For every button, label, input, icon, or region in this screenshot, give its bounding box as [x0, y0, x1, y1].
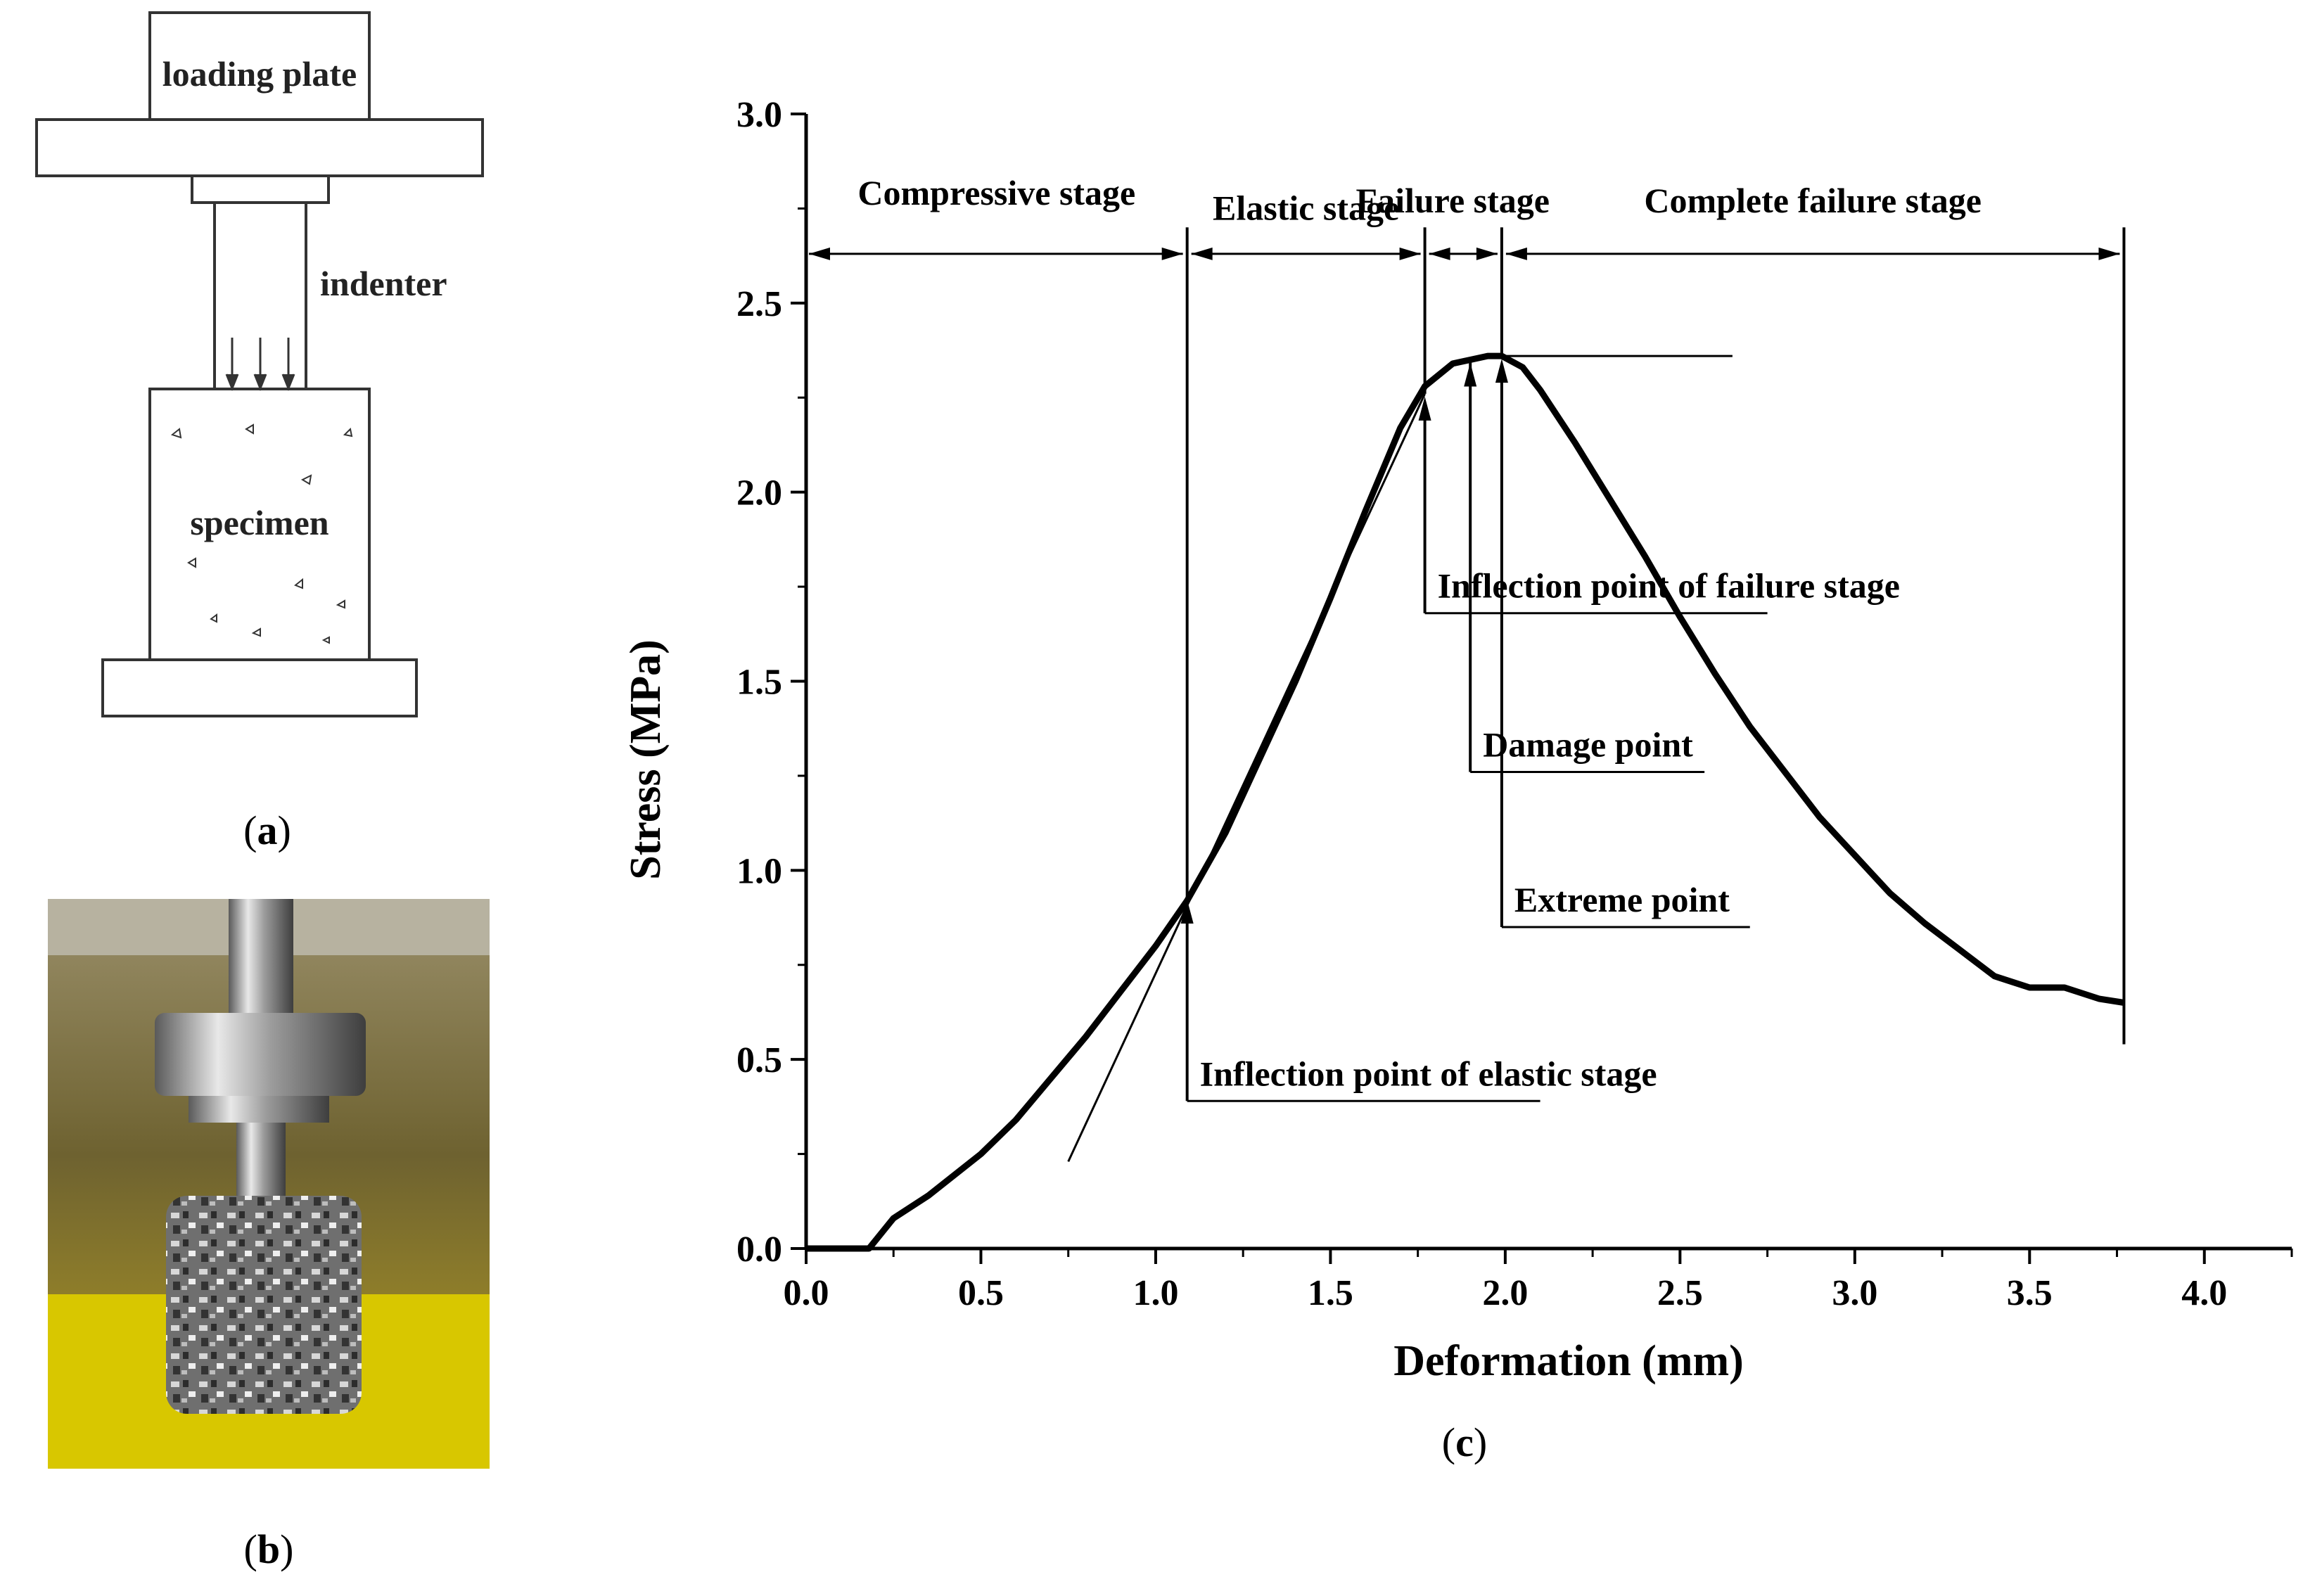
- x-tick-label: 0.5: [958, 1273, 1004, 1313]
- y-axis-label: Stress (MPa): [622, 639, 670, 879]
- stage-label: Failure stage: [1356, 181, 1550, 220]
- photo-shaft-upper: [229, 899, 293, 1019]
- y-tick-label: 1.0: [736, 851, 782, 891]
- stage-arrow-head: [1191, 247, 1213, 260]
- x-tick-label: 2.5: [1657, 1273, 1703, 1313]
- stage-arrow-head: [1476, 247, 1498, 260]
- panel-b-photo: [48, 899, 490, 1469]
- loading-plate-label: loading plate: [162, 54, 357, 94]
- x-tick-label: 4.0: [2181, 1273, 2227, 1313]
- stage-arrow-head: [809, 247, 830, 260]
- y-tick-label: 3.0: [736, 95, 782, 135]
- annotation-arrow-head: [1495, 359, 1508, 383]
- stage-label: Compressive stage: [857, 173, 1135, 212]
- y-tick-label: 2.0: [736, 473, 782, 513]
- indenter-label: indenter: [320, 264, 447, 303]
- stage-arrow-head: [1505, 247, 1527, 260]
- annotation-arrow-head: [1180, 899, 1194, 924]
- panel-a-caption: (a): [243, 807, 291, 853]
- x-ticks: 0.0 0.5 1.0 1.5 2.0 2.5 3.0 3.5 4.0: [784, 1249, 2293, 1313]
- base-plate: [101, 658, 418, 717]
- stress-deformation-curve: [806, 352, 2125, 1252]
- annotation-label: Extreme point: [1514, 880, 1730, 919]
- x-tick-label: 1.0: [1133, 1273, 1178, 1313]
- photo-specimen: [166, 1196, 362, 1414]
- x-tick-label: 1.5: [1308, 1273, 1353, 1313]
- annotation-label: Damage point: [1483, 725, 1693, 765]
- photo-collar: [189, 1096, 329, 1123]
- x-tick-label: 3.0: [1832, 1273, 1877, 1313]
- panel-c-caption: (c): [1442, 1419, 1487, 1465]
- photo-disk: [155, 1013, 366, 1096]
- stage-arrow-head: [1399, 247, 1421, 260]
- y-tick-label: 2.5: [736, 284, 782, 324]
- y-tick-label: 0.0: [736, 1230, 782, 1270]
- x-tick-label: 0.0: [784, 1273, 829, 1313]
- stage-arrow-head: [2098, 247, 2120, 260]
- specimen-label: specimen: [190, 503, 328, 542]
- y-tick-label: 1.5: [736, 663, 782, 703]
- y-tick-label: 0.5: [736, 1040, 782, 1080]
- annotation-arrow-head: [1418, 396, 1431, 421]
- panel-c-chart: 0.0 0.5 1.0 1.5 2.0 2.5 3.0 0.0 0.5 1.0 1.5 2.0 2.5…: [736, 95, 2293, 1313]
- y-ticks: 0.0 0.5 1.0 1.5 2.0 2.5 3.0: [736, 95, 806, 1270]
- x-axis-label: Deformation (mm): [1393, 1337, 1744, 1385]
- stage-arrow-head: [1429, 247, 1450, 260]
- stage-label: Elastic stage: [1213, 189, 1399, 228]
- panel-b-caption: (b): [244, 1526, 294, 1572]
- tangent-line: [1067, 393, 1426, 1162]
- annotation-arrow-head: [1464, 362, 1477, 387]
- x-tick-label: 3.5: [2007, 1273, 2053, 1313]
- x-tick-label: 2.0: [1482, 1273, 1528, 1313]
- annotation-label: Inflection point of elastic stage: [1200, 1054, 1657, 1093]
- force-arrows: [225, 338, 295, 392]
- specimen-aggregate-marks: [170, 423, 353, 644]
- indenter-collar: [191, 174, 330, 204]
- loading-plate-beam: [35, 118, 484, 177]
- stage-label: Complete failure stage: [1644, 181, 1982, 220]
- panel-a-schematic: [35, 11, 484, 717]
- annotations: Inflection point of elastic stageInflect…: [1180, 359, 1900, 1102]
- stage-arrow-head: [1161, 247, 1183, 260]
